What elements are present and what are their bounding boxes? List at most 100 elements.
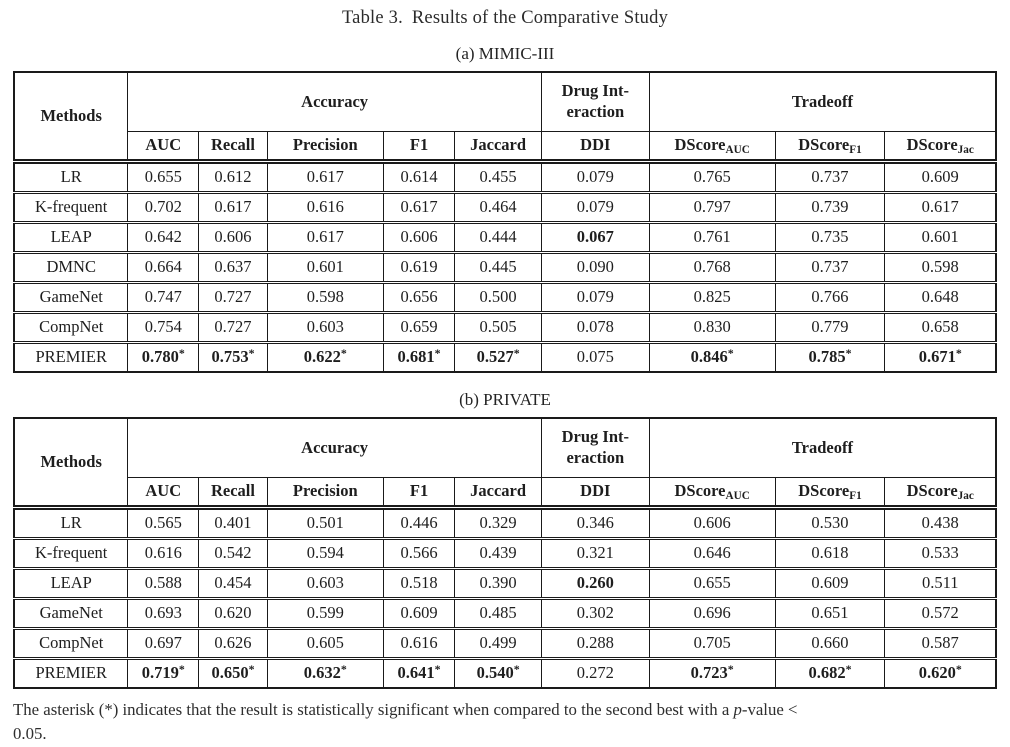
group-header: Tradeoff [648, 417, 997, 478]
value-cell: 0.527* [454, 341, 542, 373]
value-cell: 0.609 [382, 597, 456, 629]
value-cell: 0.702 [127, 191, 200, 223]
value-cell: 0.401 [198, 505, 268, 539]
method-name-cell: K-frequent [13, 537, 129, 569]
value-cell: 0.067 [540, 221, 650, 253]
value-cell: 0.616 [127, 537, 200, 569]
methods-column-header: Methods [13, 71, 129, 162]
subtable-b-caption: (b) PRIVATE [459, 390, 551, 409]
column-header: DScoreJac [884, 477, 997, 508]
column-header: Precision [266, 131, 384, 162]
value-cell: 0.439 [454, 537, 542, 569]
method-name-cell: PREMIER [13, 657, 129, 689]
column-header: DScoreF1 [774, 131, 886, 162]
value-cell: 0.609 [774, 567, 886, 599]
table-row: LR 0.655 0.612 0.617 0.614 0.455 0.079 0.765 0.7… [13, 159, 997, 193]
value-cell: 0.455 [454, 159, 542, 193]
value-cell: 0.609 [884, 159, 997, 193]
value-cell: 0.616 [382, 627, 456, 659]
value-cell: 0.637 [198, 251, 268, 283]
value-cell: 0.696 [648, 597, 776, 629]
significance-asterisk: * [340, 346, 347, 361]
value-cell: 0.648 [884, 281, 997, 313]
value-cell: 0.603 [266, 567, 384, 599]
value-cell: 0.660 [774, 627, 886, 659]
significance-asterisk: * [248, 346, 255, 361]
value-cell: 0.500 [454, 281, 542, 313]
column-header: Recall [198, 477, 268, 508]
method-name-cell: CompNet [13, 311, 129, 343]
table-row: GameNet 0.747 0.727 0.598 0.656 0.500 0.079 0.8… [13, 281, 997, 313]
method-name-cell: K-frequent [13, 191, 129, 223]
value-cell: 0.646 [648, 537, 776, 569]
value-cell: 0.825 [648, 281, 776, 313]
method-name-cell: CompNet [13, 627, 129, 659]
column-header: AUC [127, 131, 200, 162]
method-name-cell: GameNet [13, 281, 129, 313]
group-header: Tradeoff [648, 71, 997, 132]
value-cell: 0.747 [127, 281, 200, 313]
value-cell: 0.616 [266, 191, 384, 223]
value-cell: 0.090 [540, 251, 650, 283]
value-cell: 0.321 [540, 537, 650, 569]
value-cell: 0.511 [884, 567, 997, 599]
value-cell: 0.693 [127, 597, 200, 629]
footnote-text-pre: The asterisk (*) indicates that the resu… [13, 700, 734, 719]
value-cell: 0.588 [127, 567, 200, 599]
value-cell: 0.530 [774, 505, 886, 539]
footnote-text-post: -value < [741, 700, 798, 719]
value-cell: 0.659 [382, 311, 456, 343]
value-cell: 0.606 [382, 221, 456, 253]
value-cell: 0.735 [774, 221, 886, 253]
value-cell: 0.079 [540, 281, 650, 313]
significance-asterisk: * [727, 662, 734, 677]
column-header: DScoreF1 [774, 477, 886, 508]
value-cell: 0.797 [648, 191, 776, 223]
table-row: PREMIER 0.719* 0.650* 0.632* 0.641* 0.540* 0.2… [13, 657, 997, 689]
results-table-private: Methods Accuracy Drug Int-eraction Tradeoff… [13, 417, 997, 689]
value-cell: 0.641* [382, 657, 456, 689]
methods-column-header: Methods [13, 417, 129, 508]
value-cell: 0.727 [198, 311, 268, 343]
value-cell: 0.617 [266, 159, 384, 193]
table-row: DMNC 0.664 0.637 0.601 0.619 0.445 0.090 0.768 0… [13, 251, 997, 283]
value-cell: 0.620 [198, 597, 268, 629]
value-cell: 0.566 [382, 537, 456, 569]
value-cell: 0.650* [198, 657, 268, 689]
value-cell: 0.464 [454, 191, 542, 223]
value-cell: 0.346 [540, 505, 650, 539]
value-cell: 0.606 [198, 221, 268, 253]
footnote: The asterisk (*) indicates that the resu… [13, 698, 997, 747]
value-cell: 0.780* [127, 341, 200, 373]
table-row: GameNet 0.693 0.620 0.599 0.609 0.485 0.302 0.6… [13, 597, 997, 629]
value-cell: 0.618 [774, 537, 886, 569]
method-name-cell: PREMIER [13, 341, 129, 373]
method-name-cell: LEAP [13, 221, 129, 253]
column-header: F1 [382, 477, 456, 508]
value-cell: 0.603 [266, 311, 384, 343]
column-header: Jaccard [454, 477, 542, 508]
table-number-label: Table 3. [341, 8, 403, 28]
value-cell: 0.599 [266, 597, 384, 629]
value-cell: 0.272 [540, 657, 650, 689]
significance-asterisk: * [434, 346, 441, 361]
value-cell: 0.079 [540, 159, 650, 193]
value-cell: 0.260 [540, 567, 650, 599]
value-cell: 0.079 [540, 191, 650, 223]
significance-asterisk: * [955, 662, 962, 677]
value-cell: 0.445 [454, 251, 542, 283]
value-cell: 0.587 [884, 627, 997, 659]
footnote-line2: 0.05. [13, 724, 47, 744]
column-header: DDI [540, 477, 650, 508]
value-cell: 0.619 [382, 251, 456, 283]
column-header: DScoreAUC [648, 131, 776, 162]
significance-asterisk: * [340, 662, 347, 677]
subtable-a-caption: (a) MIMIC-III [455, 44, 555, 63]
value-cell: 0.499 [454, 627, 542, 659]
method-name-cell: LR [13, 505, 129, 539]
value-cell: 0.601 [266, 251, 384, 283]
value-cell: 0.446 [382, 505, 456, 539]
value-cell: 0.658 [884, 311, 997, 343]
value-cell: 0.705 [648, 627, 776, 659]
significance-asterisk: * [434, 662, 441, 677]
